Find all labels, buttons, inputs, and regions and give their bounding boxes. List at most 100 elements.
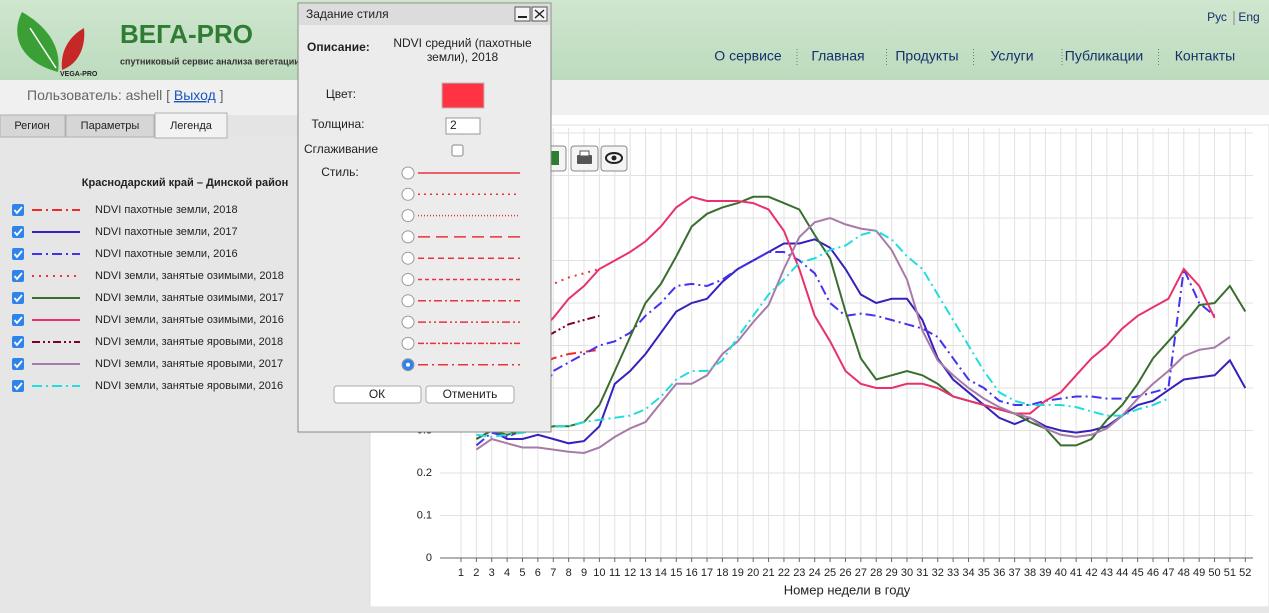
- logout-link[interactable]: Выход: [174, 87, 216, 103]
- radio[interactable]: [401, 273, 415, 286]
- legend-checkbox[interactable]: [12, 226, 24, 238]
- style-dialog: Задание стиля Описание: NDVI средний (па…: [297, 2, 552, 433]
- legend-label: NDVI пахотные земли, 2016: [95, 248, 238, 260]
- tab-active[interactable]: [154, 112, 228, 139]
- legend-checkbox[interactable]: [12, 336, 24, 348]
- nav-link[interactable]: О сервисе: [714, 48, 782, 64]
- y-tick-label: 0: [426, 552, 432, 564]
- legend-checkbox[interactable]: [12, 204, 24, 216]
- x-tick-label: 35: [978, 567, 990, 579]
- tab[interactable]: [0, 114, 66, 138]
- icon: [611, 155, 617, 161]
- x-tick-label: 51: [1224, 567, 1236, 579]
- width-value: 2: [450, 118, 457, 132]
- icon: [577, 155, 592, 164]
- x-tick-label: 6: [535, 567, 541, 579]
- legend-label: NDVI земли, занятые яровыми, 2016: [95, 380, 283, 392]
- y-tick-label: 0.2: [417, 467, 432, 479]
- legend-checkbox[interactable]: [12, 248, 24, 260]
- check-mark: [13, 382, 23, 391]
- x-tick-label: 48: [1178, 567, 1190, 579]
- radio[interactable]: [401, 230, 415, 244]
- color-swatch[interactable]: [441, 82, 485, 109]
- cancel-button[interactable]: [425, 385, 515, 404]
- nav-link[interactable]: Услуги: [990, 48, 1033, 64]
- nav-link[interactable]: Контакты: [1175, 48, 1235, 64]
- radio[interactable]: [401, 187, 415, 201]
- radio[interactable]: [401, 251, 415, 265]
- x-tick-label: 3: [489, 567, 495, 579]
- x-tick-label: 45: [1132, 567, 1144, 579]
- x-tick-label: 18: [716, 567, 728, 579]
- x-tick-label: 8: [566, 567, 572, 579]
- legend-label: NDVI земли, занятые озимыми, 2017: [95, 292, 284, 304]
- legend-checkbox[interactable]: [12, 292, 24, 304]
- radio[interactable]: [401, 166, 415, 180]
- radio[interactable]: [401, 294, 415, 308]
- tab[interactable]: [65, 114, 155, 138]
- series-line: [475, 216, 1231, 455]
- legend-checkbox[interactable]: [12, 314, 24, 326]
- check-mark: [13, 228, 23, 237]
- x-tick-label: 30: [901, 567, 913, 579]
- ok-button[interactable]: [333, 385, 422, 404]
- x-tick-label: 25: [824, 567, 836, 579]
- field-label: Толщина:: [311, 117, 364, 131]
- width-input[interactable]: [445, 117, 481, 135]
- x-tick-label: 16: [686, 567, 698, 579]
- field-label: Сглаживание: [304, 142, 378, 156]
- lang-link[interactable]: Eng: [1238, 10, 1259, 24]
- check-mark: [13, 250, 23, 259]
- x-tick-label: 52: [1239, 567, 1251, 579]
- nav-link[interactable]: Публикации: [1065, 48, 1143, 64]
- radio[interactable]: [401, 209, 415, 223]
- check-mark: [13, 360, 23, 369]
- tab-label[interactable]: Легенда: [170, 120, 213, 132]
- tagline: спутниковый сервис анализа вегетации: [120, 56, 300, 66]
- button-label[interactable]: Отменить: [443, 387, 498, 401]
- minimize-button[interactable]: [514, 6, 531, 22]
- x-axis-label: Номер недели в году: [784, 582, 911, 597]
- x-tick-label: 41: [1070, 567, 1082, 579]
- lang-link[interactable]: Рус: [1207, 10, 1227, 24]
- series-line: [475, 314, 600, 410]
- x-tick-label: 28: [870, 567, 882, 579]
- check-mark: [13, 206, 23, 215]
- radio[interactable]: [401, 336, 415, 350]
- x-tick-label: 31: [916, 567, 928, 579]
- x-tick-label: 5: [519, 567, 525, 579]
- x-tick-label: 23: [793, 567, 805, 579]
- axes: 00.10.20.30.40.50.60.70.80.9112345678910…: [417, 127, 1253, 579]
- dialog-title: Задание стиля: [306, 7, 389, 21]
- tab-label[interactable]: Параметры: [81, 120, 140, 132]
- x-tick-label: 22: [778, 567, 790, 579]
- grid: [440, 128, 1253, 559]
- radio[interactable]: [401, 315, 415, 329]
- button-label[interactable]: ОК: [369, 387, 385, 401]
- legend-label: NDVI земли, занятые яровыми, 2017: [95, 358, 283, 370]
- x-tick-label: 50: [1208, 567, 1220, 579]
- smoothing-checkbox[interactable]: [451, 144, 464, 157]
- nav: О сервисе Главная Продукты Услуги Публикации…: [714, 48, 1235, 65]
- x-tick-label: 1: [458, 567, 464, 579]
- x-tick-label: 42: [1085, 567, 1097, 579]
- legend-title: Краснодарский край – Динской район: [82, 177, 288, 189]
- x-tick-label: 36: [993, 567, 1005, 579]
- tab-label[interactable]: Регион: [14, 120, 49, 132]
- description: NDVI средний (пахотные земли), 2018: [393, 36, 532, 64]
- x-tick-label: 10: [593, 567, 605, 579]
- radio-dot: [406, 362, 410, 367]
- user-bar: [0, 80, 1269, 115]
- legend-checkbox[interactable]: [12, 380, 24, 392]
- tabs: Регион Параметры Легенда: [0, 112, 228, 139]
- x-tick-label: 47: [1162, 567, 1174, 579]
- x-tick-label: 17: [701, 567, 713, 579]
- nav-link[interactable]: Продукты: [895, 48, 958, 64]
- legend-checkbox[interactable]: [12, 270, 24, 282]
- dialog-titlebar: [299, 4, 550, 25]
- legend-checkbox[interactable]: [12, 358, 24, 370]
- nav-link[interactable]: Главная: [811, 48, 864, 64]
- description-box: NDVI средний (пахотные земли), 2018: [393, 36, 532, 64]
- x-tick-label: 37: [1008, 567, 1020, 579]
